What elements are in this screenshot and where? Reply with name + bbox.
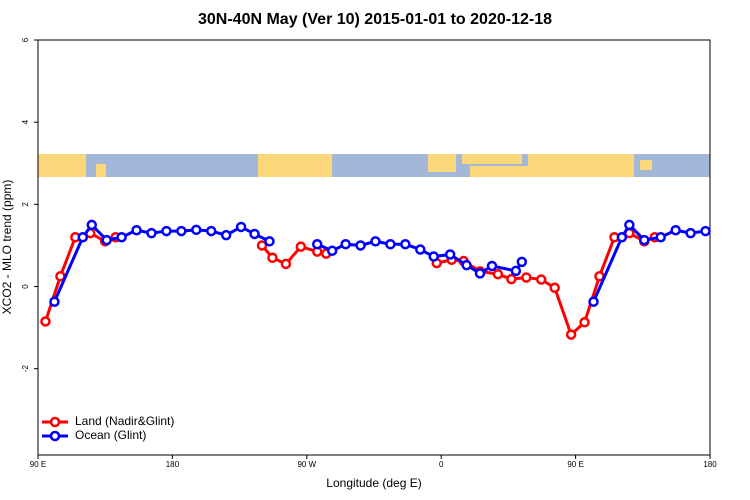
point bbox=[670, 224, 681, 236]
point bbox=[370, 236, 381, 247]
point bbox=[116, 231, 127, 243]
x-tick-label: 90 E bbox=[567, 460, 583, 469]
point bbox=[506, 273, 517, 285]
point bbox=[49, 296, 60, 307]
series-line bbox=[44, 231, 656, 338]
point bbox=[415, 244, 426, 255]
point bbox=[249, 228, 260, 240]
x-tick-label: 0 bbox=[439, 460, 444, 469]
point bbox=[700, 225, 711, 237]
point bbox=[428, 251, 439, 262]
y-axis-label: XCO2 - MLO trend (ppm) bbox=[0, 180, 14, 315]
point bbox=[256, 240, 268, 251]
point bbox=[40, 316, 51, 327]
point bbox=[549, 282, 560, 294]
point bbox=[565, 329, 577, 340]
x-tick-label: 180 bbox=[703, 460, 717, 469]
point bbox=[77, 231, 89, 243]
point bbox=[516, 256, 528, 268]
point bbox=[385, 238, 396, 250]
legend-marker bbox=[49, 430, 61, 442]
point bbox=[267, 252, 278, 264]
point bbox=[131, 224, 142, 236]
point bbox=[624, 219, 635, 231]
point bbox=[205, 225, 217, 237]
point bbox=[312, 238, 323, 250]
y-tick-label: 6 bbox=[21, 37, 30, 42]
y-tick-label: 0 bbox=[21, 284, 30, 289]
point bbox=[492, 268, 504, 280]
point bbox=[280, 258, 292, 270]
x-tick-label: 90 W bbox=[297, 460, 316, 469]
legend-label: Land (Nadir&Glint) bbox=[75, 414, 174, 428]
point bbox=[295, 241, 307, 252]
chart-title: 30N-40N May (Ver 10) 2015-01-01 to 2020-… bbox=[198, 11, 552, 28]
point bbox=[588, 296, 599, 307]
x-tick-label: 90 E bbox=[30, 460, 46, 469]
point bbox=[639, 234, 650, 246]
legend-marker bbox=[49, 416, 61, 428]
point bbox=[326, 245, 338, 257]
point bbox=[86, 219, 98, 231]
point bbox=[616, 231, 628, 243]
point bbox=[176, 225, 187, 237]
y-tick-label: 2 bbox=[21, 202, 30, 207]
point bbox=[191, 224, 202, 236]
point bbox=[579, 317, 590, 328]
point bbox=[461, 259, 472, 271]
point bbox=[486, 260, 498, 272]
point bbox=[220, 229, 232, 241]
point bbox=[264, 236, 275, 247]
x-axis-label: Longitude (deg E) bbox=[326, 476, 421, 490]
point bbox=[355, 240, 366, 251]
point bbox=[510, 265, 522, 277]
point bbox=[655, 231, 666, 243]
point bbox=[521, 272, 532, 283]
point bbox=[474, 268, 486, 279]
point bbox=[444, 249, 456, 260]
y-tick-label: -2 bbox=[21, 365, 30, 373]
point bbox=[101, 234, 112, 246]
y-tick-label: 4 bbox=[21, 119, 30, 124]
map-strip bbox=[38, 154, 710, 177]
point bbox=[400, 238, 411, 250]
point bbox=[340, 238, 351, 250]
legend-label: Ocean (Glint) bbox=[75, 428, 146, 442]
point bbox=[146, 227, 157, 239]
legend: Land (Nadir&Glint)Ocean (Glint) bbox=[42, 414, 174, 442]
point bbox=[685, 227, 696, 239]
plot-frame bbox=[37, 39, 711, 456]
x-tick-label: 180 bbox=[166, 460, 180, 469]
point bbox=[161, 225, 172, 237]
point bbox=[536, 274, 547, 285]
point bbox=[235, 221, 247, 233]
